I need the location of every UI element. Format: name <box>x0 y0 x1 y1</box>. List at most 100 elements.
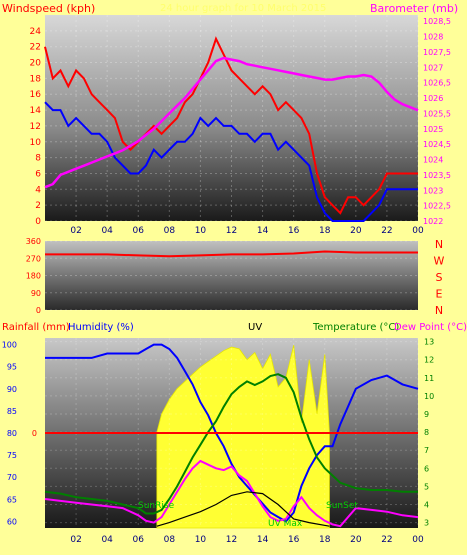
temperature-y-tick-label: 8 <box>424 428 429 437</box>
temp-x-tick-label: 22 <box>381 535 392 545</box>
temperature-y-tick-label: 12 <box>424 356 434 365</box>
wind-x-tick-label: 20 <box>350 226 362 236</box>
barometer-y-tick-label: 1026,5 <box>423 79 451 88</box>
direction-y-tick-label: 90 <box>31 289 41 298</box>
temp-x-tick-label: 16 <box>288 535 300 545</box>
temperature-y-tick-label: 4 <box>424 500 429 509</box>
humidity-y-tick-label: 90 <box>7 385 17 394</box>
temperature-y-tick-label: 3 <box>424 519 429 528</box>
dewpoint-axis-title: Dew Point (°C) <box>394 322 467 333</box>
wind-x-tick-label: 04 <box>101 226 113 236</box>
uv-fill <box>156 345 330 529</box>
humidity-y-tick-label: 100 <box>2 341 17 350</box>
temperature-y-tick-label: 5 <box>424 482 429 491</box>
temperature-y-tick-label: 10 <box>424 392 434 401</box>
temperature-y-tick-label: 6 <box>424 464 429 473</box>
temp-x-tick-label: 18 <box>319 535 331 545</box>
temp-x-tick-label: 12 <box>226 535 237 545</box>
wind-x-tick-label: 12 <box>226 226 237 236</box>
compass-label-w: W <box>434 255 445 268</box>
barometer-y-tick-label: 1023 <box>423 186 443 195</box>
series-line-windgust <box>44 101 418 222</box>
sunset-label: SunSet <box>326 501 358 511</box>
wind-y-tick-label: 4 <box>35 185 41 195</box>
barometer-y-tick-label: 1022 <box>423 217 443 226</box>
temperature-x-ticks: 02 04 06 08 10 12 14 16 18 20 22 00 <box>70 535 424 545</box>
barometer-axis-title: Barometer (mb) <box>370 2 458 15</box>
direction-series <box>45 250 418 258</box>
compass-label-n: N <box>435 238 443 251</box>
wind-y-tick-label: 10 <box>30 138 42 148</box>
direction-grid <box>45 240 418 311</box>
barometer-y-tick-label: 1024,5 <box>423 140 451 149</box>
wind-x-tick-label: 14 <box>257 226 269 236</box>
wind-y-tick-label: 8 <box>35 154 41 164</box>
temp-x-tick-label: 20 <box>350 535 362 545</box>
wind-y-tick-label: 22 <box>30 43 41 53</box>
compass-label-n: N <box>435 304 443 317</box>
temp-x-tick-label: 10 <box>195 535 207 545</box>
humidity-y-tick-label: 75 <box>7 451 17 460</box>
series-line-temperaturec <box>44 373 418 515</box>
barometer-y-ticks: 1022 1022,5 1023 1023,5 1024 1024,5 1025 1025,5… <box>423 17 451 226</box>
wind-x-tick-label: 08 <box>164 226 176 236</box>
wind-y-tick-label: 16 <box>30 90 42 100</box>
temp-x-tick-label: 02 <box>70 535 81 545</box>
barometer-y-tick-label: 1023,5 <box>423 171 451 180</box>
uv-axis-title: UV <box>248 322 262 333</box>
temp-x-tick-label: 06 <box>133 535 145 545</box>
direction-y-tick-label: 270 <box>26 254 41 263</box>
series-line-windspeedkph <box>44 36 418 215</box>
barometer-y-tick-label: 1024 <box>423 156 443 165</box>
wind-y-tick-label: 6 <box>35 169 41 179</box>
rainfall-axis-title: Rainfall (mm) <box>2 322 70 333</box>
temperature-y-tick-label: 9 <box>424 410 429 419</box>
wind-direction-line <box>45 250 418 258</box>
temperature-y-ticks: 3 4 5 6 7 8 9 10 11 12 13 <box>424 338 434 528</box>
series-line-barometermb <box>44 56 419 189</box>
barometer-y-tick-label: 1025,5 <box>423 109 451 118</box>
barometer-y-tick-label: 1027,5 <box>423 48 451 57</box>
wind-x-tick-label: 16 <box>288 226 300 236</box>
wind-x-tick-label: 00 <box>412 226 424 236</box>
wind-x-tick-label: 02 <box>70 226 81 236</box>
compass-label-e: E <box>436 288 443 301</box>
direction-y-ticks: 360 270 180 90 0 <box>26 237 41 315</box>
wind-series <box>44 36 419 222</box>
rainfall-y-ticks: 0 <box>32 429 37 438</box>
direction-y-tick-label: 0 <box>36 306 41 315</box>
barometer-y-tick-label: 1025 <box>423 125 443 134</box>
temp-x-tick-label: 08 <box>164 535 176 545</box>
humidity-axis-title: Humidity (%) <box>68 322 134 333</box>
temp-x-tick-label: 00 <box>412 535 424 545</box>
direction-y-tick-label: 360 <box>26 237 41 246</box>
temperature-axis-title: Temperature (°C) <box>312 322 399 333</box>
windspeed-axis-title: Windspeed (kph) <box>2 2 95 15</box>
uv-max-label: UV Max <box>268 519 303 529</box>
wind-x-tick-label: 22 <box>381 226 392 236</box>
temperature-y-tick-label: 7 <box>424 446 429 455</box>
humidity-y-tick-label: 70 <box>7 473 17 482</box>
wind-x-tick-label: 06 <box>133 226 145 236</box>
barometer-y-tick-label: 1028 <box>423 33 443 42</box>
series-line-dewpointc <box>44 459 419 528</box>
temperature-series <box>44 343 419 528</box>
wind-x-tick-label: 10 <box>195 226 207 236</box>
temperature-y-tick-label: 11 <box>424 374 434 383</box>
wind-y-tick-label: 24 <box>30 27 42 37</box>
humidity-y-ticks: 60 65 70 75 80 85 90 95 100 <box>2 341 17 527</box>
series-line-solar <box>156 491 330 527</box>
compass-label-s: S <box>436 271 443 284</box>
barometer-y-tick-label: 1027 <box>423 63 443 72</box>
direction-y-tick-label: 180 <box>26 272 41 281</box>
temp-x-tick-label: 14 <box>257 535 269 545</box>
wind-y-tick-label: 18 <box>30 74 42 84</box>
rainfall-y-tick-label: 0 <box>32 429 37 438</box>
uv-area <box>156 345 330 529</box>
wind-x-tick-label: 18 <box>319 226 331 236</box>
wind-y-tick-label: 2 <box>35 201 41 211</box>
humidity-y-tick-label: 80 <box>7 429 17 438</box>
wind-y-tick-label: 14 <box>30 106 42 116</box>
